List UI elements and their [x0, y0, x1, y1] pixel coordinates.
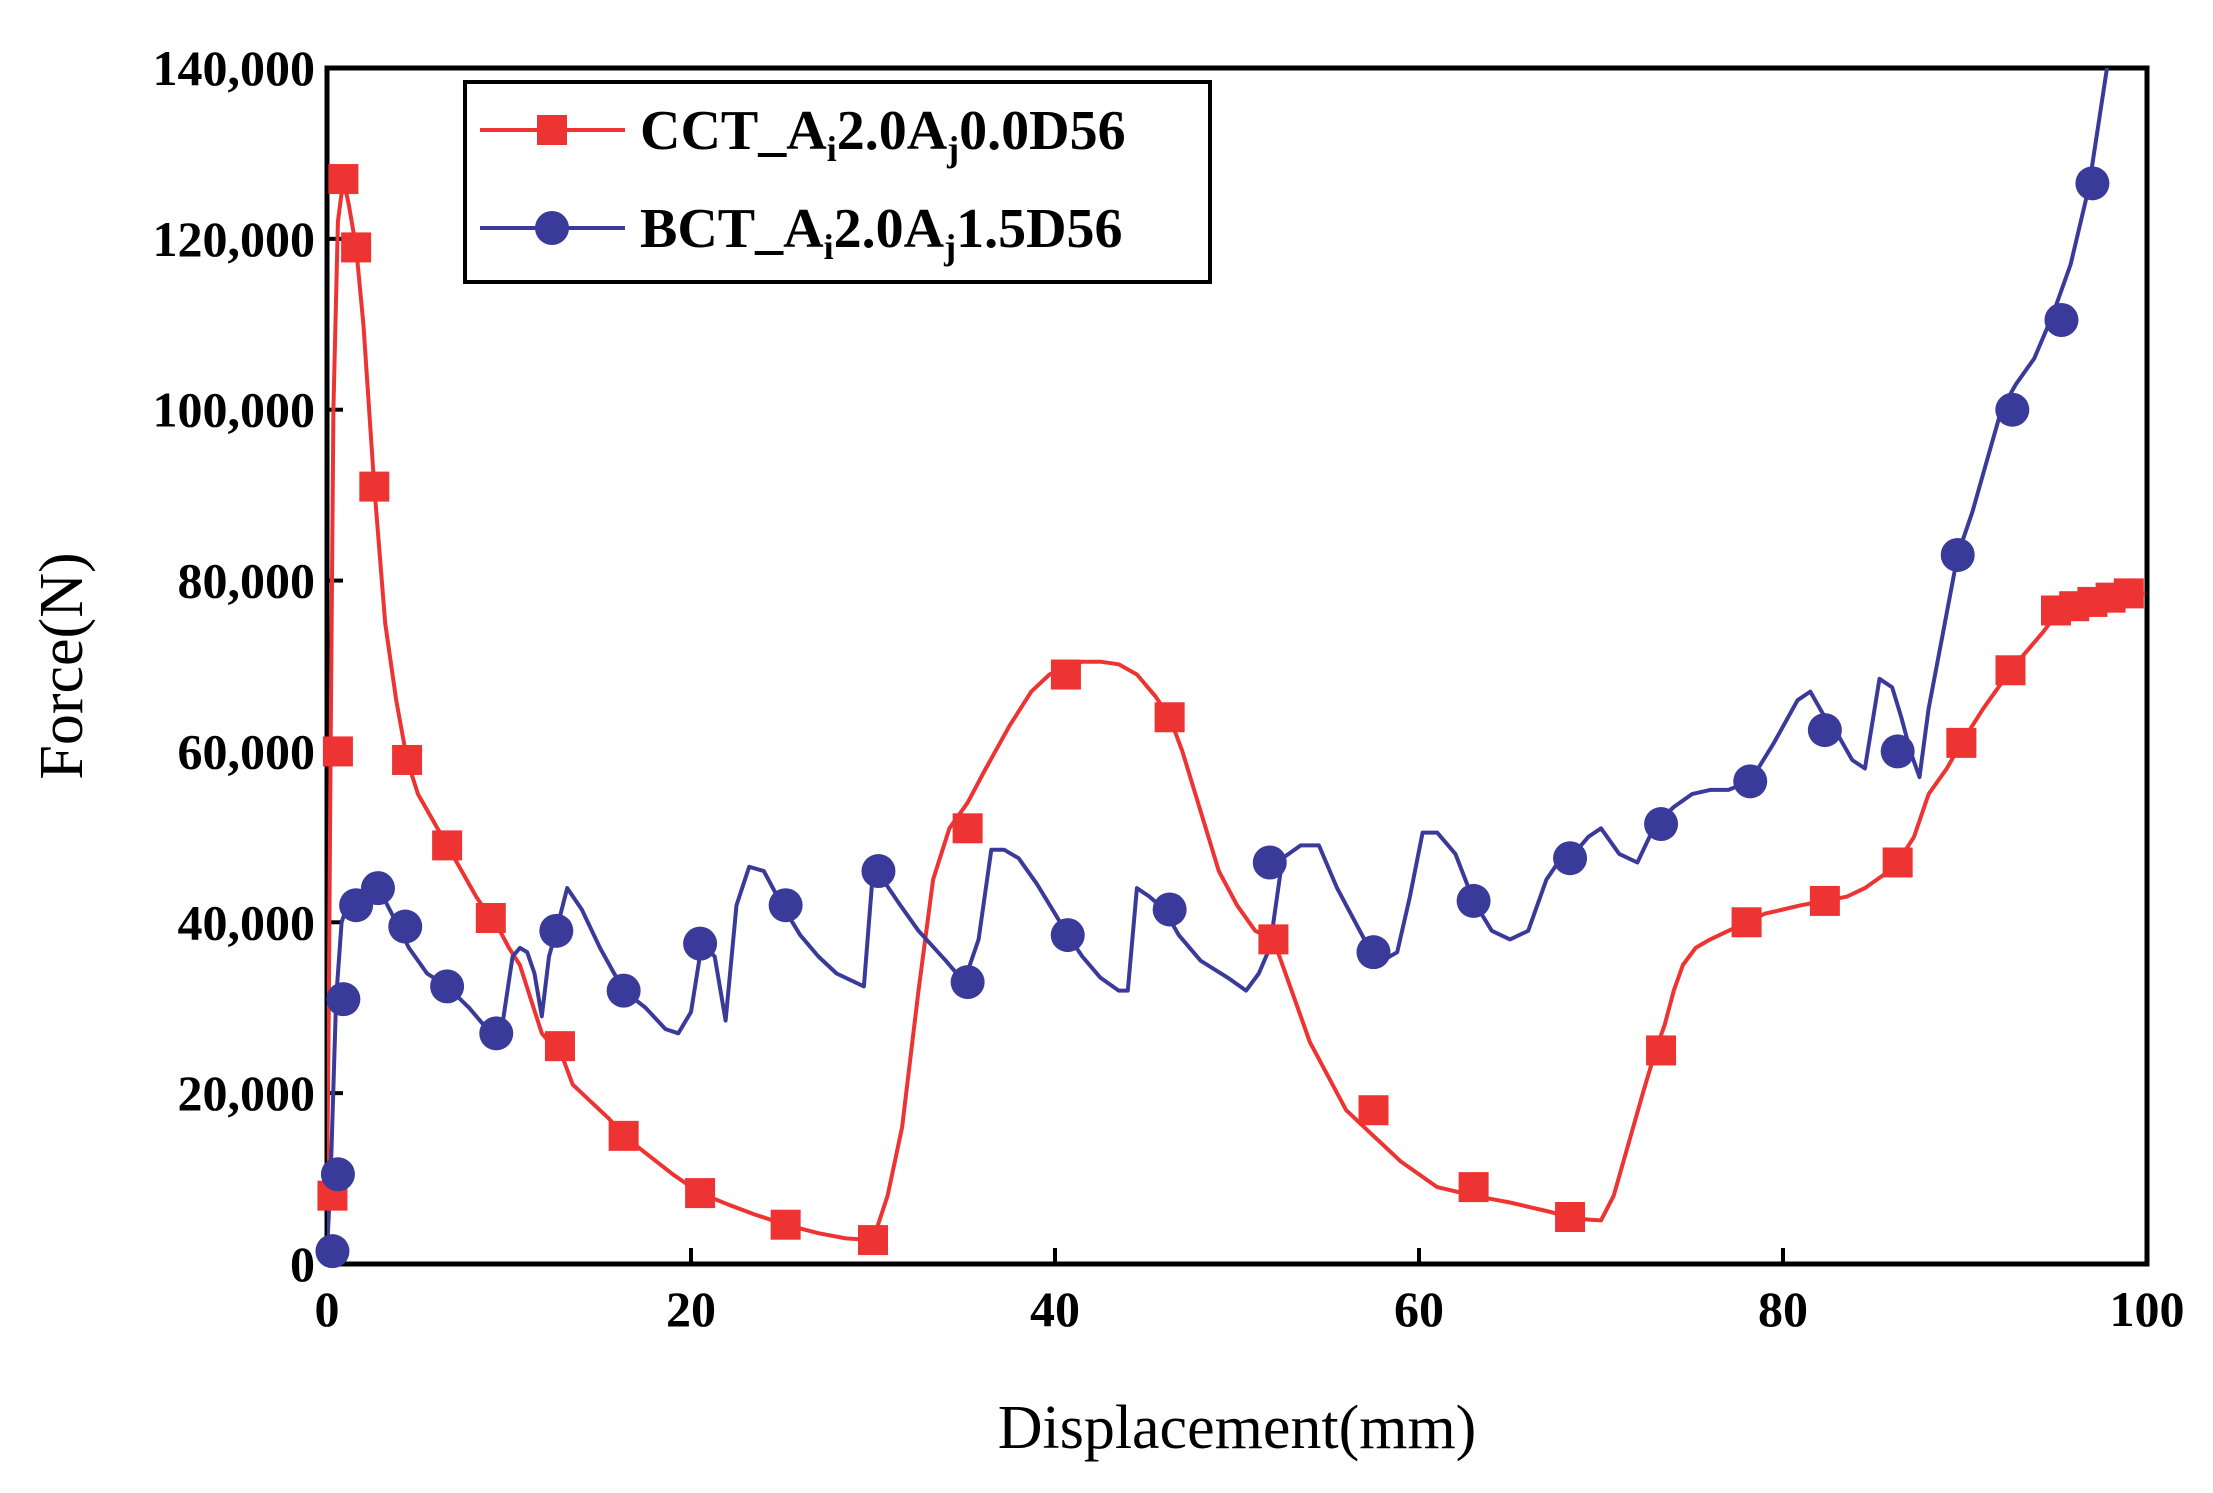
series-1-marker — [544, 1031, 575, 1062]
x-tick-label: 80 — [1758, 1281, 1808, 1337]
legend-subscript: i — [824, 227, 834, 267]
y-tick-label: 100,000 — [153, 382, 316, 438]
series-2-marker — [479, 1016, 514, 1051]
legend-label-2: BCT_Ai2.0Aj1.5D56 — [640, 198, 1123, 267]
marker-layer — [315, 164, 2144, 1269]
legend-subscript: i — [827, 129, 837, 169]
series-2-marker — [1807, 713, 1842, 748]
y-tick-label: 0 — [290, 1236, 315, 1292]
series-1-marker — [1731, 907, 1762, 938]
y-tick-label: 20,000 — [178, 1065, 316, 1121]
series-1-marker — [1154, 702, 1185, 733]
series-1-marker — [952, 813, 983, 844]
series-1-marker — [2113, 578, 2144, 609]
y-axis-title: Force(N) — [28, 552, 96, 779]
legend-text-part: 1.5D56 — [956, 198, 1122, 260]
legend-text-part: CCT_A — [640, 100, 827, 162]
series-2-marker — [430, 969, 465, 1004]
series-2-marker — [326, 982, 361, 1017]
legend-text-part: 0.0D56 — [959, 100, 1125, 162]
series-1-marker — [1258, 924, 1289, 955]
series-2-marker — [1553, 841, 1588, 876]
series-1-marker — [1358, 1095, 1389, 1126]
series-1-marker — [1646, 1035, 1677, 1066]
series-2-marker — [539, 913, 574, 948]
x-tick-label: 40 — [1030, 1281, 1080, 1337]
series-2-marker — [861, 854, 896, 889]
series-2-marker — [1880, 734, 1915, 769]
legend-label-1: CCT_Ai2.0Aj0.0D56 — [640, 100, 1126, 169]
series-1-marker — [1458, 1172, 1489, 1203]
series-2-marker — [1252, 845, 1287, 880]
series-1-marker — [770, 1209, 801, 1240]
series-2-marker — [1940, 537, 1975, 572]
y-tick-label: 60,000 — [178, 723, 316, 779]
legend-text-part: 2.0A — [834, 198, 945, 260]
series-1-marker — [432, 830, 463, 861]
series-2-marker — [2075, 166, 2110, 201]
y-tick-label: 140,000 — [153, 40, 316, 96]
series-1-marker — [322, 736, 353, 767]
series-1-marker — [341, 232, 372, 263]
series-2-marker — [1152, 892, 1187, 927]
legend-text-part: BCT_A — [640, 198, 824, 260]
series-2-marker — [315, 1234, 350, 1269]
y-tick-label: 120,000 — [153, 211, 316, 267]
series-2-marker — [683, 926, 718, 961]
series-2-marker — [768, 888, 803, 923]
series-2-marker — [388, 909, 423, 944]
x-tick-label: 20 — [666, 1281, 716, 1337]
series-1-marker — [1555, 1202, 1586, 1233]
x-axis-title: Displacement(mm) — [998, 1394, 1477, 1462]
series-2-marker — [360, 871, 395, 906]
series-2-marker — [1995, 392, 2030, 427]
series-2-marker — [1456, 883, 1491, 918]
series-2-marker — [1644, 807, 1679, 842]
series-1-marker — [475, 903, 506, 934]
series-1-marker — [392, 744, 423, 775]
series-1-marker — [1882, 847, 1913, 878]
series-2-marker — [1050, 918, 1085, 953]
series-1-marker — [359, 471, 390, 502]
series-2-marker — [950, 965, 985, 1000]
series-1-marker — [858, 1225, 888, 1256]
legend-subscript: j — [946, 129, 959, 169]
y-tick-label: 40,000 — [178, 894, 316, 950]
series-2-marker — [1733, 764, 1768, 799]
series-1-marker — [608, 1120, 639, 1151]
series-2-marker — [606, 973, 641, 1008]
legend-text-part: 2.0A — [837, 100, 948, 162]
series-2-marker — [1356, 935, 1391, 970]
y-tick-label: 80,000 — [178, 553, 316, 609]
legend-marker-1 — [537, 115, 567, 145]
legend-subscript: j — [943, 227, 956, 267]
series-1-marker — [1050, 659, 1081, 690]
series-1-marker — [685, 1178, 716, 1209]
x-tick-label: 100 — [2110, 1281, 2185, 1337]
legend-marker-2 — [535, 211, 569, 245]
x-tick-label: 60 — [1394, 1281, 1444, 1337]
series-2-marker — [320, 1157, 355, 1192]
series-2-marker — [2044, 303, 2079, 338]
series-1-marker — [1995, 655, 2026, 686]
series-1-marker — [1946, 727, 1977, 758]
legend-box — [463, 80, 1212, 284]
series-1-marker — [328, 164, 359, 195]
y-axis-ticks: 0 20,000 40,000 60,000 80,000 100,000 120,000 1… — [153, 40, 343, 1292]
x-tick-label: 0 — [315, 1281, 340, 1337]
series-1-marker — [1809, 885, 1840, 916]
